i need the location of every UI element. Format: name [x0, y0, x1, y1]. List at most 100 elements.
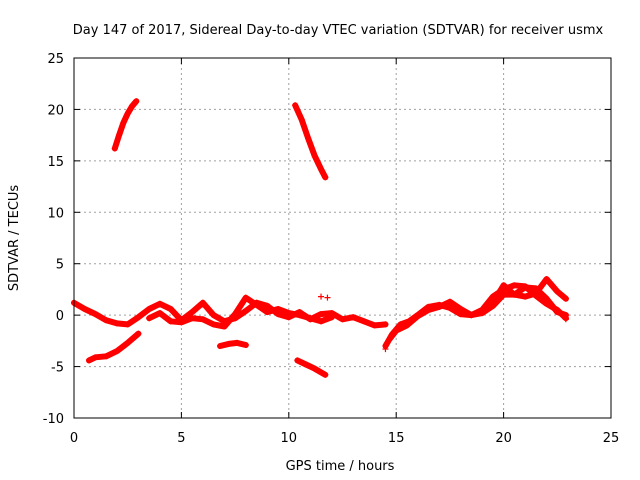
data-point: [296, 312, 303, 319]
data-point: [113, 320, 120, 327]
y-tick-label: 25: [47, 52, 64, 67]
data-point: [124, 339, 131, 346]
data-marks: [71, 98, 569, 378]
data-point: [92, 311, 99, 318]
data-point: [522, 283, 529, 290]
data-point: [446, 304, 453, 311]
data-point: [511, 291, 518, 298]
data-point: [318, 311, 325, 318]
data-point: [242, 308, 249, 315]
data-point: [446, 298, 453, 305]
data-point: [562, 316, 569, 323]
y-tick-label: -5: [51, 361, 64, 376]
data-point: [86, 357, 93, 364]
data-point: [124, 110, 131, 117]
data-point: [167, 318, 174, 325]
y-tick-label: 5: [56, 258, 64, 273]
data-point: [116, 132, 123, 139]
data-point: [178, 319, 185, 326]
data-point: [324, 294, 331, 301]
data-point: [113, 348, 120, 355]
data-point: [156, 310, 163, 317]
series-band: [111, 98, 140, 152]
data-point: [479, 307, 486, 313]
data-point: [199, 299, 206, 306]
data-point: [406, 318, 413, 325]
data-point: [210, 321, 217, 328]
x-tick-label: 0: [70, 431, 78, 446]
data-point: [292, 102, 299, 109]
data-point: [328, 314, 335, 321]
grid: [74, 58, 611, 418]
data-point: [232, 311, 239, 318]
data-point: [242, 294, 249, 301]
series-band: [489, 276, 569, 306]
data-point: [225, 340, 232, 347]
data-point: [217, 343, 224, 349]
data-point: [264, 302, 271, 309]
data-point: [156, 300, 163, 307]
series-arc-b: [292, 102, 329, 181]
y-tick-label: 0: [56, 309, 64, 324]
data-point: [382, 321, 389, 328]
data-point: [135, 330, 142, 337]
data-point: [81, 305, 88, 312]
y-tick-label: 15: [47, 155, 64, 170]
data-point: [532, 290, 539, 297]
data-point: [311, 152, 318, 159]
data-point: [322, 371, 329, 378]
chart-title: Day 147 of 2017, Sidereal Day-to-day VTE…: [73, 23, 604, 38]
data-point: [242, 341, 249, 348]
x-tick-label: 15: [388, 431, 405, 446]
data-point: [562, 295, 569, 302]
data-point: [425, 303, 432, 310]
data-point: [554, 307, 561, 313]
series-band: [292, 102, 329, 181]
data-point: [318, 166, 325, 173]
data-point: [189, 315, 196, 322]
data-point: [253, 301, 260, 308]
data-point: [302, 361, 309, 368]
series-arc-e: [294, 357, 329, 378]
data-point: [285, 310, 292, 317]
data-point: [167, 305, 174, 312]
data-point: [275, 305, 282, 312]
data-point: [234, 339, 241, 346]
data-point: [360, 318, 367, 325]
data-point: [103, 317, 110, 324]
data-point: [457, 311, 464, 318]
series-trace-5: [489, 276, 569, 306]
series-arc-d: [217, 339, 249, 349]
data-point: [128, 103, 135, 110]
data-point: [103, 353, 110, 360]
x-tick-label: 10: [281, 431, 298, 446]
x-axis-label: GPS time / hours: [286, 459, 395, 474]
data-point: [382, 346, 389, 353]
series-trace-2: [146, 294, 335, 330]
data-point: [522, 293, 529, 300]
series-arc-c: [86, 330, 142, 364]
data-point: [298, 116, 305, 123]
x-tick-label: 25: [603, 431, 620, 446]
data-point: [511, 282, 518, 289]
data-point: [305, 135, 312, 142]
axis-ticks: 0 5 10 15 20 25 -10 -5 0 5 10 15 20 25: [43, 52, 620, 446]
data-point: [543, 276, 550, 283]
data-point: [371, 322, 378, 329]
data-point: [133, 98, 140, 105]
data-point: [397, 321, 404, 328]
series-band: [86, 330, 142, 364]
data-point: [221, 323, 228, 330]
series-band: [217, 339, 249, 349]
y-tick-label: 20: [47, 103, 64, 118]
data-point: [322, 174, 329, 181]
data-point: [543, 300, 550, 307]
data-point: [111, 145, 118, 152]
data-point: [92, 354, 99, 361]
data-point: [388, 331, 395, 338]
data-point: [318, 293, 325, 300]
data-point: [264, 309, 271, 316]
y-axis-label: SDTVAR / TECUs: [7, 185, 22, 292]
data-point: [350, 314, 357, 321]
